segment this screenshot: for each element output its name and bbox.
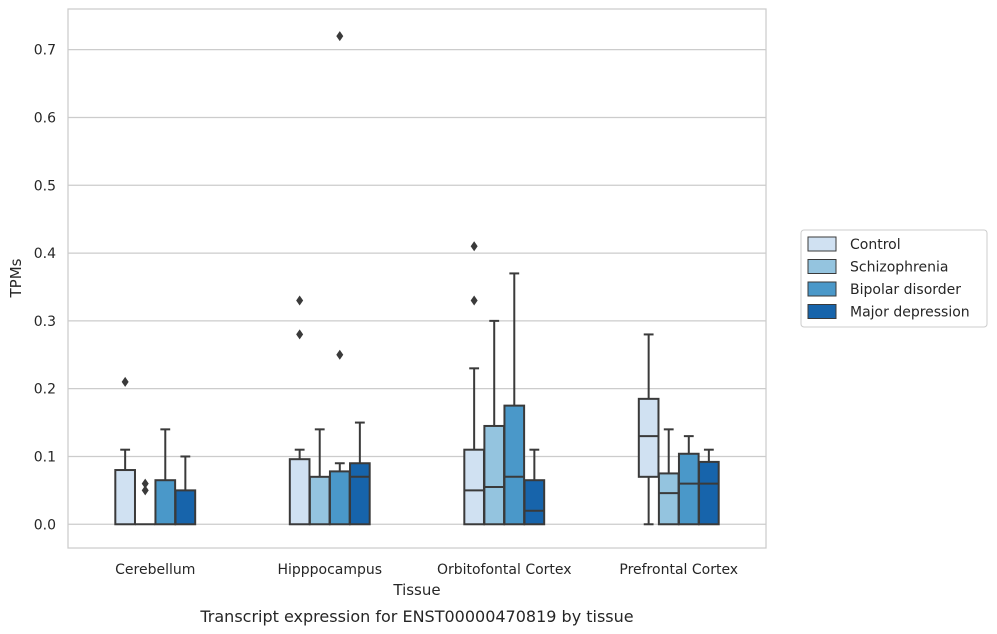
x-tick-label: Hipppocampus: [277, 562, 382, 578]
box: [657, 472, 680, 526]
box: [174, 489, 197, 526]
box: [328, 470, 351, 526]
y-axis-label: TPMs: [7, 258, 25, 298]
box: [349, 462, 371, 526]
box-group: [657, 428, 680, 526]
box: [154, 479, 177, 526]
box: [288, 458, 311, 526]
y-tick-label: 0.5: [34, 178, 56, 194]
box-group: [637, 333, 660, 526]
x-axis-label: Tissue: [392, 581, 440, 599]
y-tick-label: 0.4: [34, 246, 56, 262]
box-group: [328, 31, 351, 526]
outlier-point: [296, 295, 304, 306]
box-group: [483, 319, 506, 526]
box-group: [349, 421, 371, 526]
legend-swatch: [807, 259, 837, 274]
series-bipolar-disorder: [154, 31, 700, 526]
outlier-point: [336, 31, 344, 42]
box: [698, 460, 720, 526]
y-tick-label: 0.1: [34, 449, 56, 465]
x-tick-label: Orbitofontal Cortex: [437, 562, 572, 578]
box-group: [308, 428, 331, 526]
x-tick-label: Cerebellum: [115, 562, 195, 578]
legend-swatch: [807, 304, 837, 319]
legend-frame: [800, 229, 988, 328]
box-group: [174, 455, 197, 526]
legend-label: Control: [850, 237, 901, 253]
series-schizophrenia: [135, 319, 680, 526]
box: [308, 475, 331, 526]
series-control: [114, 241, 660, 526]
outlier-point: [141, 478, 149, 489]
legend: Control Schizophrenia Bipolar disorder Majo…: [800, 229, 988, 328]
box-group: [288, 295, 311, 526]
legend-label: Schizophrenia: [850, 260, 948, 276]
box-group: [523, 448, 546, 526]
box-group: [135, 478, 156, 526]
box: [523, 479, 546, 526]
y-tick-label: 0.7: [34, 43, 56, 59]
x-tick-label: Prefrontal Cortex: [619, 562, 738, 578]
box: [637, 397, 660, 478]
box-group: [677, 435, 700, 526]
outlier-point: [121, 376, 129, 387]
legend-swatch: [807, 281, 837, 297]
y-tick-label: 0.2: [34, 382, 56, 398]
plot-frame: [67, 8, 767, 549]
grid-lines: [68, 49, 766, 525]
box: [463, 448, 485, 526]
x-axis-ticks: Cerebellum Hipppocampus Orbitofontal Corte…: [115, 562, 738, 578]
y-tick-label: 0.0: [34, 517, 56, 533]
outlier-point: [296, 329, 304, 340]
series-major-depression: [174, 421, 720, 526]
outlier-point: [141, 485, 149, 496]
box: [677, 452, 700, 526]
y-axis-ticks: 0.0 0.1 0.2 0.3 0.4 0.5 0.6 0.7: [34, 43, 56, 534]
legend-label: Major depression: [850, 305, 970, 321]
box-group: [463, 241, 485, 526]
outlier-point: [470, 295, 478, 306]
legend-label: Bipolar disorder: [850, 282, 961, 298]
y-tick-label: 0.3: [34, 314, 56, 330]
box-group: [698, 448, 720, 526]
outlier-point: [470, 241, 478, 252]
box-group: [114, 376, 136, 526]
outlier-point: [336, 349, 344, 360]
box-group: [154, 428, 177, 526]
box-group: [503, 272, 526, 526]
chart-caption: Transcript expression for ENST0000047081…: [199, 607, 633, 626]
box: [114, 469, 136, 526]
box: [483, 424, 506, 526]
legend-swatch: [807, 236, 837, 252]
box-series-layer: [114, 31, 720, 526]
y-tick-label: 0.6: [34, 110, 56, 126]
box: [503, 404, 526, 526]
